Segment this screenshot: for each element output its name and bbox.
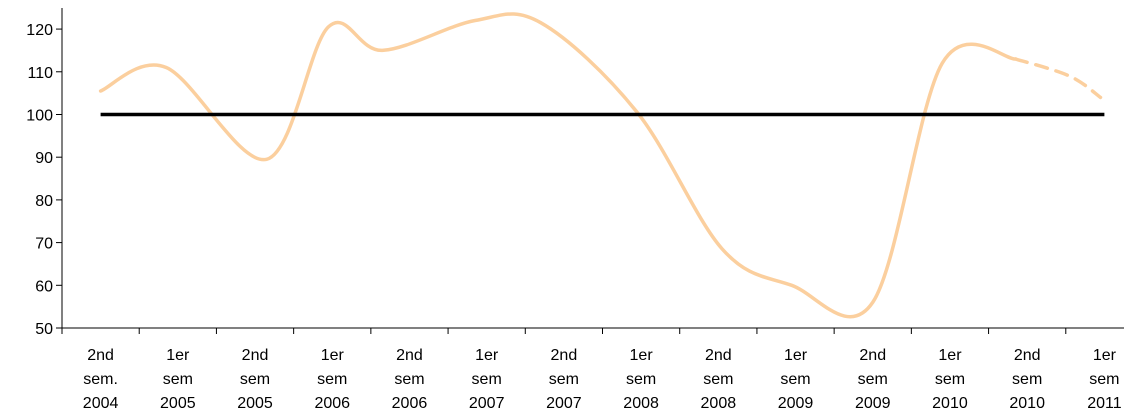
x-tick-label: 1er sem 2005 bbox=[160, 347, 196, 412]
x-tick-label: 1er sem 2006 bbox=[314, 347, 350, 412]
x-tick-label: 2nd sem 2007 bbox=[546, 347, 582, 412]
x-tick-label: 2nd sem 2006 bbox=[392, 347, 428, 412]
x-tick-label: 1er sem 2009 bbox=[778, 347, 814, 412]
y-tick-label: 100 bbox=[26, 107, 53, 124]
y-tick-label: 70 bbox=[35, 236, 53, 253]
x-axis-ticks: 2nd sem. 2004 1er sem 2005 2nd sem 2005 1er sem 200… bbox=[61, 328, 1122, 412]
x-tick-label: 2nd sem 2009 bbox=[855, 347, 891, 412]
x-tick-label: 1er sem 2010 bbox=[932, 347, 968, 412]
x-tick-label: 1er sem 2008 bbox=[623, 347, 659, 412]
x-tick-label: 1er sem 2011 bbox=[1087, 347, 1122, 412]
y-tick-label: 120 bbox=[26, 22, 53, 39]
y-tick-label: 110 bbox=[27, 65, 53, 82]
y-tick-label: 50 bbox=[35, 321, 53, 338]
x-tick-label: 1er sem 2007 bbox=[469, 347, 505, 412]
index-line bbox=[98, 12, 1018, 319]
series-layer bbox=[98, 12, 1105, 319]
x-tick-label: 2nd sem. 2004 bbox=[83, 347, 119, 412]
y-tick-label: 60 bbox=[35, 278, 53, 295]
axes bbox=[61, 8, 1124, 329]
y-axis-ticks: 50 60 70 80 90 100 110 120 bbox=[26, 22, 62, 338]
y-tick-label: 80 bbox=[35, 193, 53, 210]
x-tick-label: 2nd sem 2008 bbox=[701, 347, 737, 412]
y-tick-label: 90 bbox=[35, 150, 53, 167]
x-tick-label: 2nd sem 2010 bbox=[1009, 347, 1045, 412]
index-line-projection bbox=[1013, 57, 1103, 100]
x-tick-label: 2nd sem 2005 bbox=[237, 347, 273, 412]
